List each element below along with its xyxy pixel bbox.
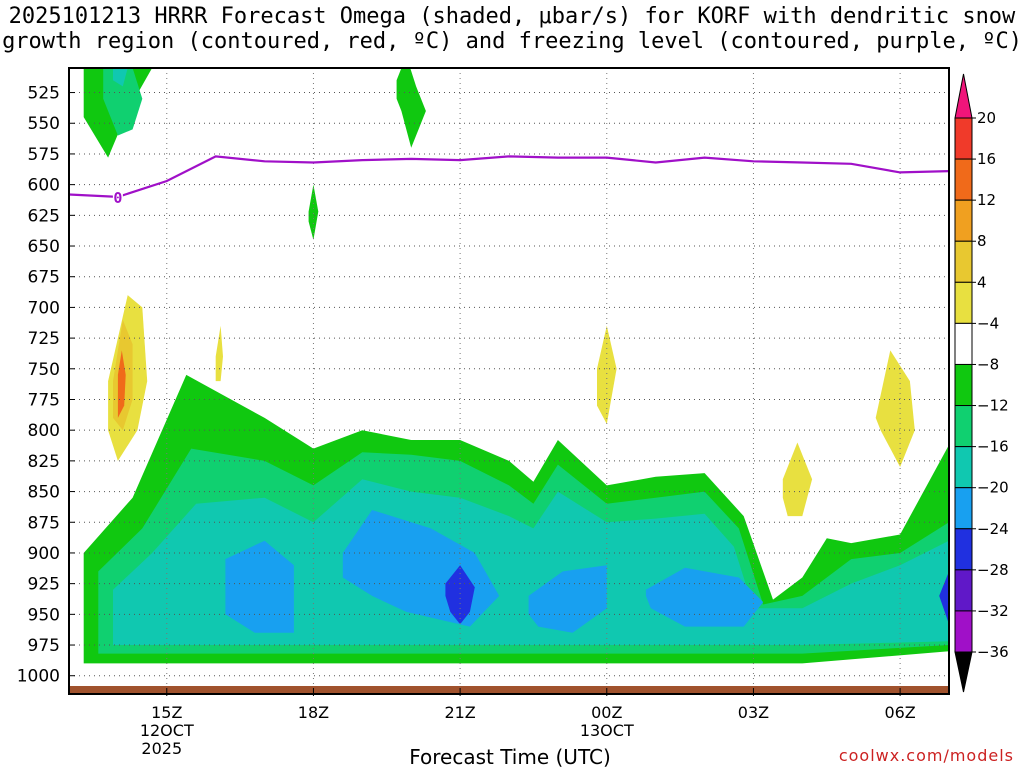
omega-region-8 — [939, 571, 949, 625]
colorbar-label-10: −24 — [977, 520, 1009, 538]
omega-region-6 — [645, 567, 764, 627]
x-tick-label-15Z-1: 12OCT — [140, 721, 194, 740]
surface-ground-bar — [69, 686, 949, 694]
x-tick-label-15Z-0: 15Z — [151, 703, 182, 722]
colorbar-box-9 — [954, 487, 973, 530]
colorbar-label-4: 4 — [977, 273, 987, 291]
y-axis: 525 550 575 600 625 650 675 700 725 750 775 800 825 8… — [17, 84, 75, 687]
colorbar-label-11: −28 — [977, 561, 1009, 579]
omega-region-17 — [103, 68, 143, 136]
plot-frame — [68, 67, 950, 695]
colorbar-label-12: −32 — [977, 602, 1009, 620]
freezing-level-label: 0 — [113, 189, 122, 207]
colorbar-box-2 — [954, 199, 973, 242]
y-tick-label-575: 575 — [28, 145, 60, 165]
colorbar-box-4 — [954, 281, 973, 324]
x-tick-label-18Z-0: 18Z — [298, 703, 329, 722]
colorbar-box-7 — [954, 405, 973, 448]
y-tick-label-675: 675 — [28, 268, 60, 288]
y-tick-label-1000: 1000 — [17, 667, 60, 687]
colorbar-label-3: 8 — [977, 232, 987, 250]
x-tick-label-00Z-1: 13OCT — [580, 721, 634, 740]
colorbar-box-0 — [954, 117, 973, 160]
chart-title-line2: growth region (contoured, red, ºC) and f… — [2, 29, 1022, 54]
x-tick-label-00Z-0: 00Z — [591, 703, 622, 722]
y-tick-label-525: 525 — [28, 84, 60, 104]
y-tick-label-900: 900 — [28, 544, 60, 564]
colorbar-box-5 — [954, 322, 973, 365]
grid-lines — [69, 68, 949, 688]
x-axis-title: Forecast Time (UTC) — [409, 745, 611, 769]
omega-region-7 — [445, 565, 475, 625]
source-credit[interactable]: coolwx.com/models — [838, 746, 1014, 765]
x-tick-label-15Z-2: 2025 — [141, 739, 182, 758]
y-tick-label-725: 725 — [28, 329, 60, 349]
y-tick-label-600: 600 — [28, 176, 60, 196]
colorbar-label-7: −12 — [977, 397, 1009, 415]
colorbar-box-1 — [954, 158, 973, 201]
colorbar-top-arrow — [954, 73, 973, 119]
x-tick-label-03Z-0: 03Z — [738, 703, 769, 722]
colorbar-box-3 — [954, 240, 973, 283]
colorbar: 20 16 12 8 4 −4 −8 −12 −16 −20 −24 −28 −32 −36 — [954, 73, 1009, 693]
colorbar-label-9: −20 — [977, 479, 1009, 497]
y-tick-label-625: 625 — [28, 206, 60, 226]
y-tick-label-950: 950 — [28, 605, 60, 625]
colorbar-bottom-arrow — [954, 651, 973, 693]
omega-region-3 — [225, 540, 294, 633]
colorbar-label-1: 16 — [977, 150, 996, 168]
y-tick-label-775: 775 — [28, 390, 60, 410]
colorbar-box-8 — [954, 446, 973, 489]
colorbar-box-10 — [954, 528, 973, 571]
colorbar-box-12 — [954, 610, 973, 653]
y-tick-label-800: 800 — [28, 421, 60, 441]
omega-shaded-regions — [83, 68, 949, 664]
colorbar-label-13: −36 — [977, 643, 1009, 661]
colorbar-label-2: 12 — [977, 191, 996, 209]
colorbar-box-11 — [954, 569, 973, 612]
y-tick-label-550: 550 — [28, 114, 60, 134]
omega-region-18 — [113, 68, 128, 87]
colorbar-label-6: −8 — [977, 355, 999, 373]
colorbar-label-8: −16 — [977, 438, 1009, 456]
chart-title: 2025101213 HRRR Forecast Omega (shaded, … — [0, 4, 1024, 54]
omega-region-5 — [528, 565, 607, 633]
x-tick-label-06Z-0: 06Z — [884, 703, 915, 722]
y-tick-label-825: 825 — [28, 452, 60, 472]
colorbar-box-6 — [954, 363, 973, 407]
omega-region-15 — [875, 350, 915, 467]
omega-region-13 — [597, 325, 617, 424]
omega-region-20 — [308, 184, 319, 240]
chart-title-line1: 2025101213 HRRR Forecast Omega (shaded, … — [8, 4, 1016, 29]
colorbar-label-0: 20 — [977, 109, 996, 127]
y-tick-label-925: 925 — [28, 575, 60, 595]
omega-region-14 — [782, 442, 813, 517]
y-tick-label-975: 975 — [28, 636, 60, 656]
omega-region-12 — [215, 325, 223, 382]
colorbar-label-5: −4 — [977, 314, 999, 332]
omega-region-11 — [117, 350, 126, 418]
y-tick-label-700: 700 — [28, 298, 60, 318]
y-tick-label-850: 850 — [28, 483, 60, 503]
freezing-level-label-bg — [112, 189, 123, 204]
y-tick-label-750: 750 — [28, 360, 60, 380]
y-tick-label-875: 875 — [28, 513, 60, 533]
freezing-level-line — [69, 155, 949, 199]
y-tick-label-650: 650 — [28, 237, 60, 257]
omega-region-19 — [396, 68, 426, 148]
x-tick-label-21Z-0: 21Z — [444, 703, 475, 722]
freezing-level-contour: 0 — [69, 155, 949, 207]
